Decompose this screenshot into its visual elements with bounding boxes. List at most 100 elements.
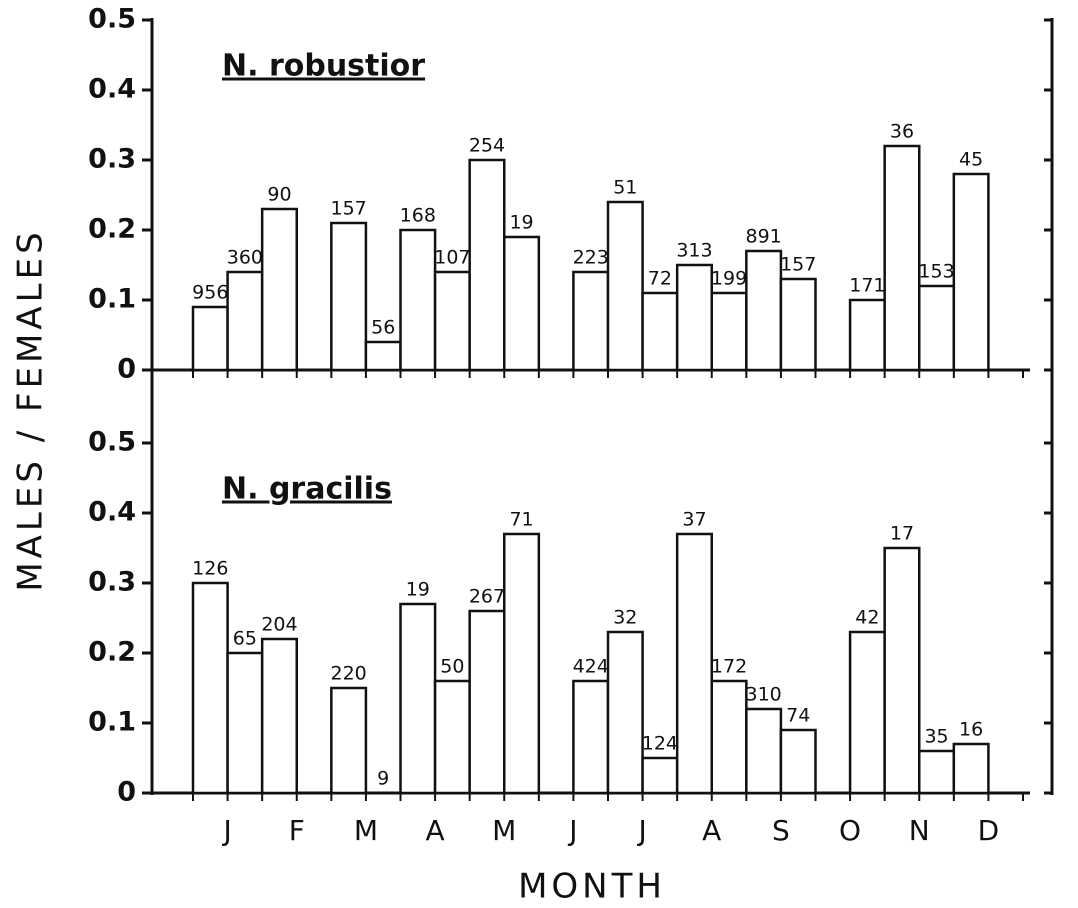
sample-size-label: 157 — [330, 198, 366, 220]
sample-size-label: 157 — [780, 254, 816, 276]
sample-size-label: 45 — [959, 149, 983, 171]
bar — [364, 340, 402, 372]
bar — [952, 742, 990, 795]
bar — [433, 679, 471, 795]
x-tick-label: J — [567, 814, 577, 847]
x-tick-label: F — [289, 814, 305, 847]
bar — [883, 546, 921, 795]
bar — [572, 270, 610, 372]
bar — [745, 249, 783, 372]
bar — [710, 291, 748, 372]
bar — [848, 298, 886, 372]
sample-size-label: 35 — [924, 726, 948, 748]
y-tick-label: 0.1 — [88, 284, 136, 315]
sample-size-label: 153 — [918, 261, 954, 283]
sample-size-label: 254 — [469, 135, 505, 157]
bar — [883, 144, 921, 372]
bar — [572, 679, 610, 795]
y-tick-label: 0.5 — [88, 427, 136, 458]
x-tick-label: A — [426, 814, 445, 847]
bar — [191, 581, 229, 795]
bar — [468, 158, 506, 372]
sample-size-label: 199 — [711, 268, 747, 290]
bar — [399, 228, 437, 372]
sample-size-label: 424 — [573, 656, 609, 678]
y-tick-label: 0.1 — [88, 707, 136, 738]
sample-size-label: 71 — [509, 509, 533, 531]
sample-size-label: 267 — [469, 586, 505, 608]
bar — [503, 532, 541, 795]
y-tick-label: 0.2 — [88, 214, 136, 245]
bar — [952, 172, 990, 372]
y-tick-label: 0 — [117, 777, 136, 808]
sample-size-label: 204 — [261, 614, 297, 636]
sample-size-label: 19 — [509, 212, 533, 234]
sample-size-label: 17 — [890, 523, 914, 545]
x-tick-label: J — [636, 814, 646, 847]
y-tick-label: 0.2 — [88, 637, 136, 668]
bar — [260, 207, 298, 372]
bar — [745, 707, 783, 795]
sample-size-label: 360 — [227, 247, 263, 269]
bar — [226, 270, 264, 372]
bar — [779, 277, 817, 372]
bar — [675, 263, 714, 372]
sample-size-label: 220 — [330, 663, 366, 685]
bar — [433, 270, 471, 372]
sample-size-label: 65 — [233, 628, 257, 650]
y-tick-label: 0.4 — [88, 497, 136, 528]
x-tick-label: J — [221, 814, 231, 847]
bar — [848, 630, 886, 795]
sample-size-label: 32 — [613, 607, 637, 629]
bar — [641, 291, 679, 372]
sample-size-label: 168 — [400, 205, 436, 227]
bar — [606, 630, 644, 795]
bar — [675, 532, 714, 795]
sample-size-label: 90 — [267, 184, 291, 206]
sample-size-label: 74 — [786, 705, 810, 727]
sample-size-label: 9 — [377, 768, 389, 790]
bar — [260, 637, 298, 795]
y-axis-label: MALES / FEMALES — [11, 228, 51, 591]
bar — [330, 221, 368, 372]
bar — [399, 602, 437, 795]
sample-size-label: 42 — [855, 607, 879, 629]
sample-size-label: 124 — [642, 733, 678, 755]
x-tick-label: O — [839, 814, 861, 847]
sample-size-label: 107 — [434, 247, 470, 269]
sample-size-label: 19 — [406, 579, 430, 601]
y-tick-label: 0.3 — [88, 567, 136, 598]
x-tick-label: M — [492, 814, 516, 847]
x-tick-label: A — [702, 814, 721, 847]
x-axis-label: MONTH — [518, 867, 666, 907]
sample-size-label: 51 — [613, 177, 637, 199]
sample-size-label: 56 — [371, 317, 395, 339]
bar — [468, 609, 506, 795]
sample-size-label: 50 — [440, 656, 464, 678]
sample-size-label: 126 — [192, 558, 228, 580]
sample-size-label: 37 — [682, 509, 706, 531]
sample-size-label: 310 — [745, 684, 781, 706]
bar — [191, 305, 229, 372]
sample-size-label: 891 — [745, 226, 781, 248]
y-tick-label: 0 — [117, 354, 136, 385]
x-tick-label: M — [354, 814, 378, 847]
y-tick-label: 0.5 — [88, 4, 136, 35]
x-tick-label: S — [772, 814, 790, 847]
bar — [918, 749, 956, 795]
y-tick-label: 0.4 — [88, 74, 136, 105]
panel-title: N. gracilis — [222, 472, 392, 507]
bar — [710, 679, 748, 795]
sample-size-label: 223 — [573, 247, 609, 269]
sample-size-label: 171 — [849, 275, 885, 297]
bar — [918, 284, 956, 372]
sample-size-label: 36 — [890, 121, 914, 143]
bar — [606, 200, 644, 372]
y-tick-label: 0.3 — [88, 144, 136, 175]
sample-size-label: 72 — [648, 268, 672, 290]
bar — [330, 686, 368, 795]
bar — [779, 728, 817, 795]
panel-title: N. robustior — [222, 49, 425, 84]
bar — [226, 651, 264, 795]
